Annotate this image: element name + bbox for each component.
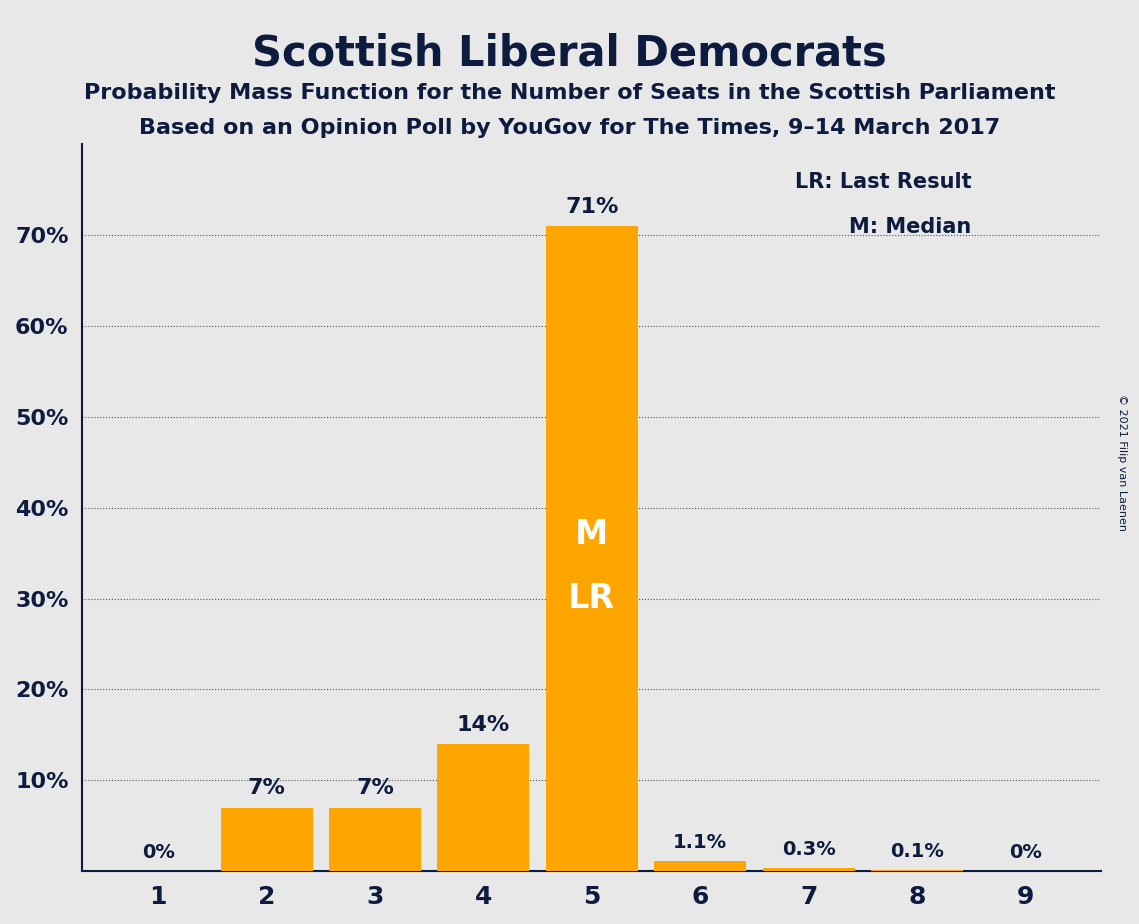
Text: 71%: 71% xyxy=(565,197,618,217)
Text: 7%: 7% xyxy=(247,778,286,798)
Text: 14%: 14% xyxy=(457,715,510,735)
Bar xyxy=(654,861,746,871)
Text: LR: Last Result: LR: Last Result xyxy=(795,172,972,191)
Text: Probability Mass Function for the Number of Seats in the Scottish Parliament: Probability Mass Function for the Number… xyxy=(84,83,1055,103)
Text: Based on an Opinion Poll by YouGov for The Times, 9–14 March 2017: Based on an Opinion Poll by YouGov for T… xyxy=(139,118,1000,139)
Text: 0.1%: 0.1% xyxy=(890,842,944,861)
Text: Scottish Liberal Democrats: Scottish Liberal Democrats xyxy=(252,32,887,74)
Text: M: M xyxy=(575,518,608,552)
Text: LR: LR xyxy=(568,582,615,615)
Text: M: Median: M: Median xyxy=(849,217,972,237)
Bar xyxy=(437,744,530,871)
Bar xyxy=(221,808,313,871)
Text: 0%: 0% xyxy=(1009,843,1042,862)
Text: 0.3%: 0.3% xyxy=(781,840,835,859)
Bar xyxy=(762,869,854,871)
Text: 1.1%: 1.1% xyxy=(673,833,728,852)
Bar xyxy=(329,808,421,871)
Bar xyxy=(546,226,638,871)
Text: 7%: 7% xyxy=(357,778,394,798)
Text: 0%: 0% xyxy=(142,843,174,862)
Text: © 2021 Filip van Laenen: © 2021 Filip van Laenen xyxy=(1117,394,1126,530)
